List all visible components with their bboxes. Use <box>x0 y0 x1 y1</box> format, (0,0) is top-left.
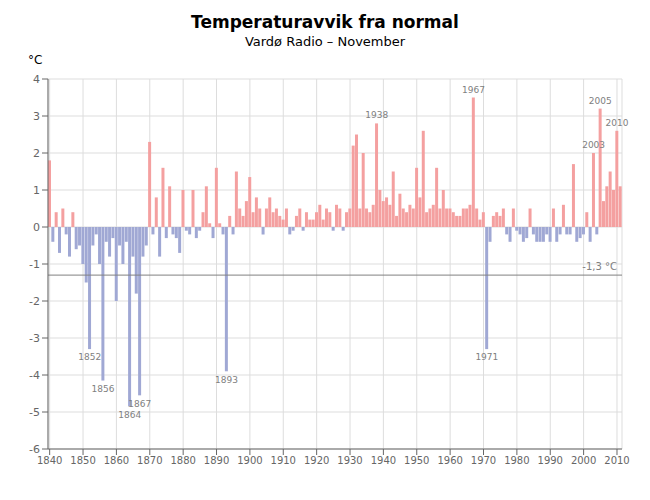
html-text:Vardø Radio – November: Vardø Radio – November <box>244 34 406 49</box>
svg-text:1852: 1852 <box>78 352 101 362</box>
svg-text:-2: -2 <box>29 295 40 308</box>
svg-text:1980: 1980 <box>504 455 529 466</box>
svg-text:2: 2 <box>33 147 40 160</box>
svg-text:2000: 2000 <box>571 455 596 466</box>
svg-text:1850: 1850 <box>70 455 95 466</box>
svg-text:1870: 1870 <box>137 455 162 466</box>
svg-text:1890: 1890 <box>204 455 229 466</box>
svg-text:1880: 1880 <box>170 455 195 466</box>
svg-text:1864: 1864 <box>118 410 141 420</box>
svg-text:1970: 1970 <box>471 455 496 466</box>
svg-text:-5: -5 <box>29 406 40 419</box>
svg-text:-3: -3 <box>29 332 40 345</box>
svg-text:4: 4 <box>33 73 40 86</box>
svg-text:1938: 1938 <box>365 110 388 120</box>
svg-text:-4: -4 <box>29 369 40 382</box>
svg-text:3: 3 <box>33 110 40 123</box>
svg-text:1: 1 <box>33 184 40 197</box>
svg-text:1950: 1950 <box>404 455 429 466</box>
svg-text:1930: 1930 <box>337 455 362 466</box>
svg-text:1840: 1840 <box>37 455 62 466</box>
svg-text:1867: 1867 <box>128 399 151 409</box>
svg-text:0: 0 <box>33 221 40 234</box>
svg-text:1971: 1971 <box>475 352 498 362</box>
svg-text:2010: 2010 <box>606 118 629 128</box>
svg-text:1940: 1940 <box>371 455 396 466</box>
svg-text:2003: 2003 <box>582 140 605 150</box>
html-text:Temperaturavvik fra normal: Temperaturavvik fra normal <box>191 12 459 32</box>
svg-text:1920: 1920 <box>304 455 329 466</box>
svg-text:1856: 1856 <box>92 384 115 394</box>
svg-text:2010: 2010 <box>604 455 629 466</box>
svg-text:1900: 1900 <box>237 455 262 466</box>
svg-text:1910: 1910 <box>271 455 296 466</box>
svg-text:1960: 1960 <box>437 455 462 466</box>
svg-text:2005: 2005 <box>589 96 612 106</box>
svg-text:1990: 1990 <box>538 455 563 466</box>
svg-text:1860: 1860 <box>104 455 129 466</box>
svg-text:-1,3 °C: -1,3 °C <box>582 261 617 272</box>
svg-text:1893: 1893 <box>215 375 238 385</box>
svg-text:-6: -6 <box>29 443 40 456</box>
svg-text:-1: -1 <box>29 258 40 271</box>
svg-text:1967: 1967 <box>462 85 485 95</box>
html-text:°C: °C <box>28 53 43 67</box>
